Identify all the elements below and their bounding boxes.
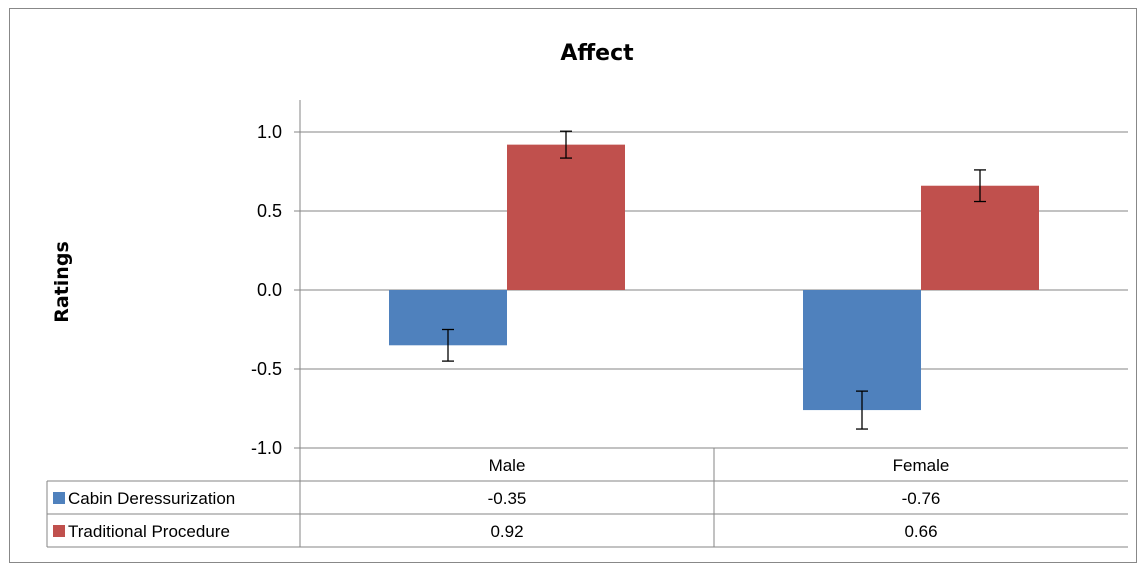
table-value: 0.66 <box>904 522 937 541</box>
bar-cabin-depressurization-female <box>803 290 921 411</box>
y-tick-label: -1.0 <box>251 438 282 458</box>
category-label: Male <box>489 456 526 475</box>
y-tick-label: 0.5 <box>257 201 282 221</box>
y-axis-ticks: 1.0 0.5 0.0 -0.5 -1.0 <box>251 122 282 458</box>
legend-key-cabin <box>53 492 65 504</box>
table-value: 0.92 <box>490 522 523 541</box>
table-value: -0.76 <box>902 489 941 508</box>
y-tick-label: 1.0 <box>257 122 282 142</box>
y-tick-label: -0.5 <box>251 359 282 379</box>
category-label: Female <box>893 456 950 475</box>
bar-traditional-procedure-male <box>507 144 625 290</box>
y-tick-label: 0.0 <box>257 280 282 300</box>
error-bars <box>442 130 986 430</box>
chart-title: Affect <box>560 41 634 66</box>
legend-label: Cabin Deressurization <box>68 489 235 508</box>
data-table: Male Female Cabin Deressurization -0.35 -0.7… <box>46 447 1128 548</box>
bars <box>389 144 1039 411</box>
table-value: -0.35 <box>488 489 527 508</box>
bar-traditional-procedure-female <box>921 185 1039 290</box>
y-axis-label: Ratings <box>51 241 73 322</box>
legend-key-traditional <box>53 525 65 537</box>
legend-label: Traditional Procedure <box>68 522 230 541</box>
